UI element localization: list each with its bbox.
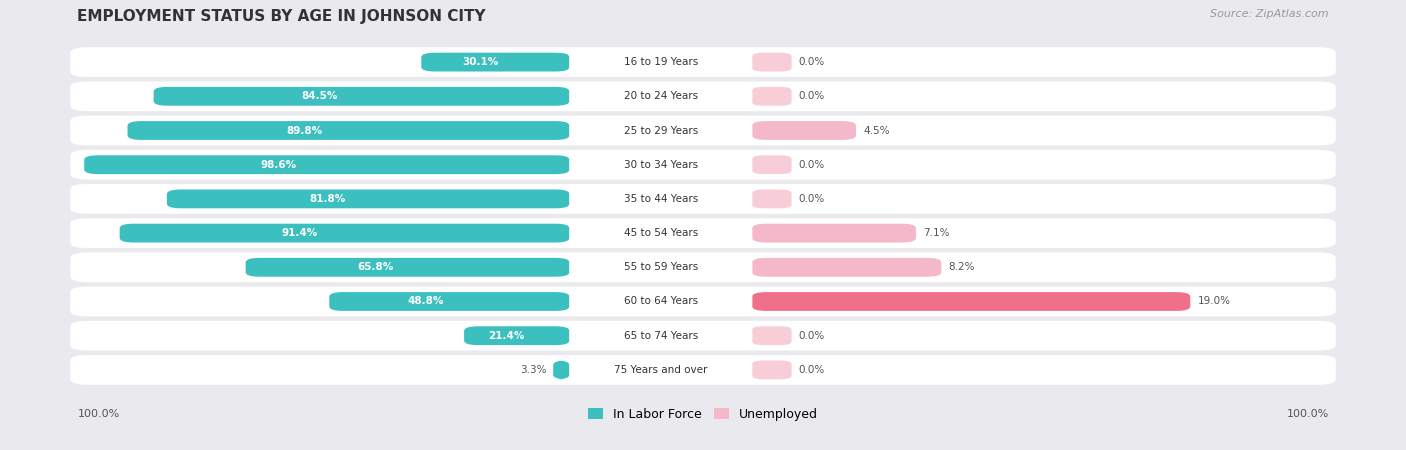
FancyBboxPatch shape xyxy=(128,121,569,140)
Text: 45 to 54 Years: 45 to 54 Years xyxy=(624,228,697,238)
FancyBboxPatch shape xyxy=(70,47,1336,77)
FancyBboxPatch shape xyxy=(70,150,1336,180)
FancyBboxPatch shape xyxy=(752,189,792,208)
FancyBboxPatch shape xyxy=(70,287,1336,316)
FancyBboxPatch shape xyxy=(553,360,569,379)
Text: 65 to 74 Years: 65 to 74 Years xyxy=(624,331,697,341)
Text: 3.3%: 3.3% xyxy=(520,365,546,375)
Text: 89.8%: 89.8% xyxy=(287,126,322,135)
Text: Source: ZipAtlas.com: Source: ZipAtlas.com xyxy=(1211,9,1329,19)
Text: 19.0%: 19.0% xyxy=(1198,297,1230,306)
Text: EMPLOYMENT STATUS BY AGE IN JOHNSON CITY: EMPLOYMENT STATUS BY AGE IN JOHNSON CITY xyxy=(77,9,486,24)
FancyBboxPatch shape xyxy=(84,155,569,174)
FancyBboxPatch shape xyxy=(70,184,1336,214)
FancyBboxPatch shape xyxy=(70,116,1336,145)
Text: 4.5%: 4.5% xyxy=(863,126,890,135)
FancyBboxPatch shape xyxy=(569,224,752,243)
FancyBboxPatch shape xyxy=(752,326,792,345)
Text: 81.8%: 81.8% xyxy=(309,194,346,204)
Text: 91.4%: 91.4% xyxy=(281,228,318,238)
FancyBboxPatch shape xyxy=(569,360,752,379)
Text: 48.8%: 48.8% xyxy=(408,297,443,306)
Text: 0.0%: 0.0% xyxy=(799,160,825,170)
FancyBboxPatch shape xyxy=(70,218,1336,248)
Text: 0.0%: 0.0% xyxy=(799,57,825,67)
Text: 8.2%: 8.2% xyxy=(948,262,974,272)
FancyBboxPatch shape xyxy=(569,292,752,311)
Text: 35 to 44 Years: 35 to 44 Years xyxy=(624,194,697,204)
FancyBboxPatch shape xyxy=(752,292,1191,311)
FancyBboxPatch shape xyxy=(569,87,752,106)
FancyBboxPatch shape xyxy=(70,321,1336,351)
FancyBboxPatch shape xyxy=(752,121,856,140)
FancyBboxPatch shape xyxy=(752,87,792,106)
FancyBboxPatch shape xyxy=(70,252,1336,282)
FancyBboxPatch shape xyxy=(422,53,569,72)
FancyBboxPatch shape xyxy=(569,326,752,345)
FancyBboxPatch shape xyxy=(569,189,752,208)
FancyBboxPatch shape xyxy=(569,121,752,140)
Text: 20 to 24 Years: 20 to 24 Years xyxy=(624,91,697,101)
FancyBboxPatch shape xyxy=(752,224,915,243)
Text: 7.1%: 7.1% xyxy=(922,228,949,238)
Text: 100.0%: 100.0% xyxy=(77,409,120,419)
FancyBboxPatch shape xyxy=(752,258,941,277)
Text: 55 to 59 Years: 55 to 59 Years xyxy=(624,262,697,272)
Legend: In Labor Force, Unemployed: In Labor Force, Unemployed xyxy=(583,403,823,426)
FancyBboxPatch shape xyxy=(153,87,569,106)
FancyBboxPatch shape xyxy=(752,155,792,174)
Text: 60 to 64 Years: 60 to 64 Years xyxy=(624,297,697,306)
Text: 0.0%: 0.0% xyxy=(799,194,825,204)
FancyBboxPatch shape xyxy=(752,53,792,72)
Text: 84.5%: 84.5% xyxy=(302,91,337,101)
FancyBboxPatch shape xyxy=(569,258,752,277)
Text: 0.0%: 0.0% xyxy=(799,365,825,375)
Text: 21.4%: 21.4% xyxy=(488,331,524,341)
Text: 98.6%: 98.6% xyxy=(260,160,297,170)
Text: 65.8%: 65.8% xyxy=(357,262,394,272)
FancyBboxPatch shape xyxy=(120,224,569,243)
Text: 100.0%: 100.0% xyxy=(1286,409,1329,419)
FancyBboxPatch shape xyxy=(569,155,752,174)
FancyBboxPatch shape xyxy=(167,189,569,208)
FancyBboxPatch shape xyxy=(70,355,1336,385)
Text: 30.1%: 30.1% xyxy=(463,57,499,67)
Text: 16 to 19 Years: 16 to 19 Years xyxy=(624,57,697,67)
FancyBboxPatch shape xyxy=(464,326,569,345)
FancyBboxPatch shape xyxy=(329,292,569,311)
FancyBboxPatch shape xyxy=(70,81,1336,111)
Text: 0.0%: 0.0% xyxy=(799,331,825,341)
Text: 25 to 29 Years: 25 to 29 Years xyxy=(624,126,697,135)
Text: 30 to 34 Years: 30 to 34 Years xyxy=(624,160,697,170)
Text: 0.0%: 0.0% xyxy=(799,91,825,101)
FancyBboxPatch shape xyxy=(752,360,792,379)
FancyBboxPatch shape xyxy=(246,258,569,277)
FancyBboxPatch shape xyxy=(569,53,752,72)
Text: 75 Years and over: 75 Years and over xyxy=(614,365,707,375)
